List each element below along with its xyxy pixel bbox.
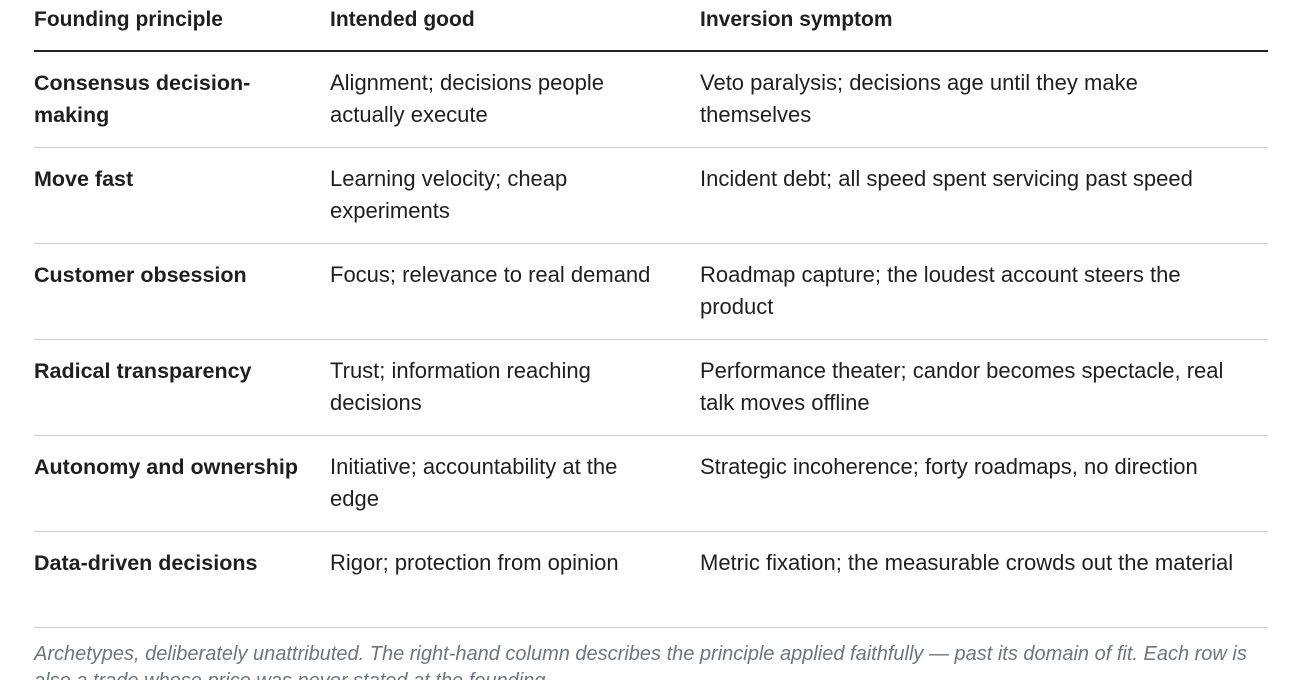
- principle-cell: Move fast: [34, 147, 330, 244]
- principle-cell: Radical transparency: [34, 339, 330, 436]
- principle-cell: Data-driven decisions: [34, 531, 330, 628]
- intended-good-cell: Learning velocity; cheap experiments: [330, 147, 700, 244]
- principles-table: Founding principle Intended good Inversi…: [34, 0, 1268, 628]
- table-caption: Archetypes, deliberately unattributed. T…: [34, 643, 1247, 680]
- header-intended-good: Intended good: [330, 0, 700, 52]
- header-founding-principle: Founding principle: [34, 0, 330, 52]
- inversion-symptom-cell: Metric fixation; the measurable crowds o…: [700, 531, 1268, 628]
- table-row: Customer obsession Focus; relevance to r…: [34, 243, 1268, 340]
- inversion-symptom-cell: Incident debt; all speed spent servicing…: [700, 147, 1268, 244]
- principle-cell: Customer obsession: [34, 243, 330, 340]
- principle-cell: Consensus decision-making: [34, 51, 330, 148]
- inversion-symptom-cell: Roadmap capture; the loudest account ste…: [700, 243, 1268, 340]
- table-row: Radical transparency Trust; information …: [34, 339, 1268, 436]
- intended-good-cell: Alignment; decisions people actually exe…: [330, 51, 700, 148]
- intended-good-cell: Rigor; protection from opinion: [330, 531, 700, 628]
- table-body: Consensus decision-making Alignment; dec…: [34, 51, 1268, 628]
- inversion-symptom-cell: Strategic incoherence; forty roadmaps, n…: [700, 435, 1268, 532]
- table-row: Consensus decision-making Alignment; dec…: [34, 51, 1268, 148]
- principle-cell: Autonomy and ownership: [34, 435, 330, 532]
- principles-document: Founding principle Intended good Inversi…: [34, 0, 1268, 680]
- table-row: Autonomy and ownership Initiative; accou…: [34, 435, 1268, 532]
- header-inversion-symptom: Inversion symptom: [700, 0, 1268, 52]
- intended-good-cell: Focus; relevance to real demand: [330, 243, 700, 340]
- table-header: Founding principle Intended good Inversi…: [34, 0, 1268, 52]
- header-row: Founding principle Intended good Inversi…: [34, 0, 1268, 52]
- table-row: Data-driven decisions Rigor; protection …: [34, 531, 1268, 628]
- intended-good-cell: Initiative; accountability at the edge: [330, 435, 700, 532]
- inversion-symptom-cell: Performance theater; candor becomes spec…: [700, 339, 1268, 436]
- table-row: Move fast Learning velocity; cheap exper…: [34, 147, 1268, 244]
- inversion-symptom-cell: Veto paralysis; decisions age until they…: [700, 51, 1268, 148]
- intended-good-cell: Trust; information reaching decisions: [330, 339, 700, 436]
